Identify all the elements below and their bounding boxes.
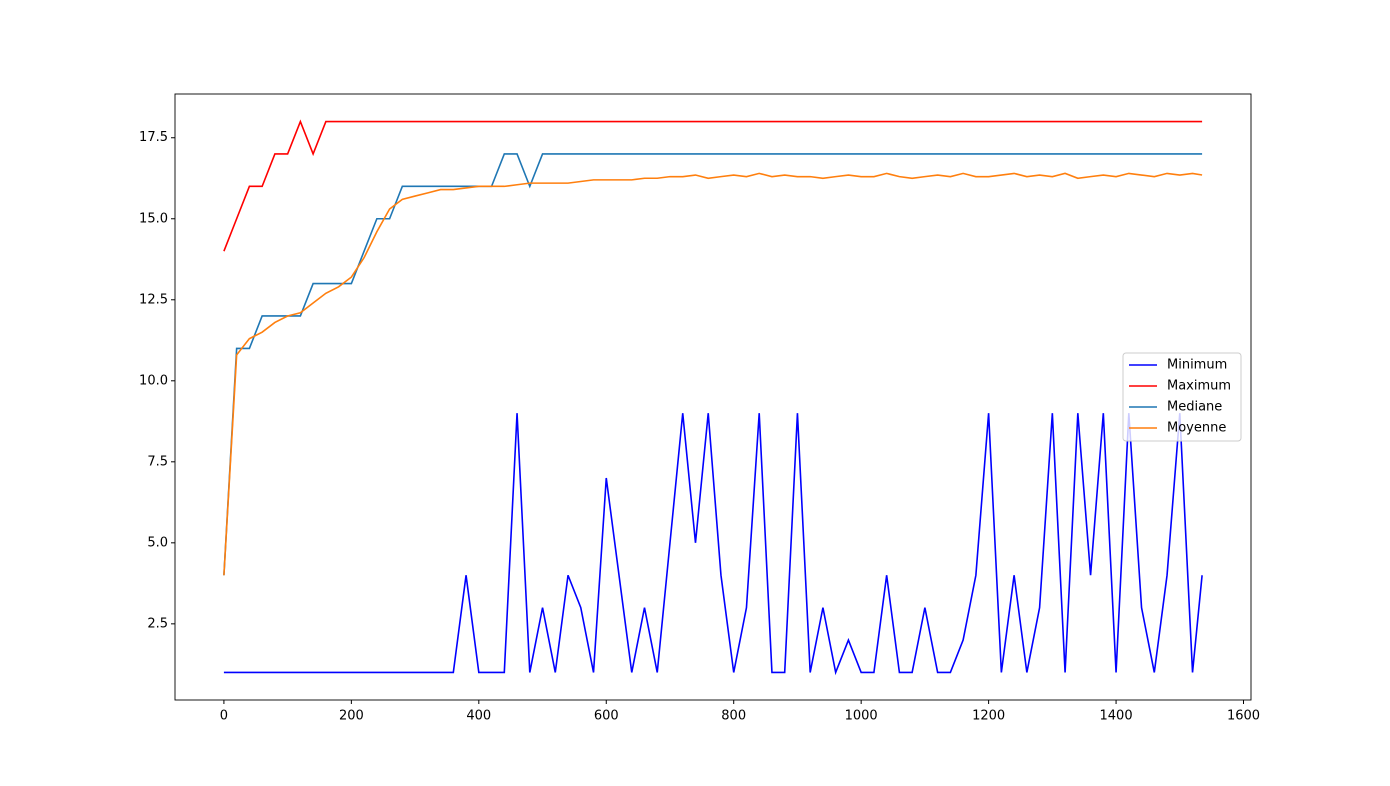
y-tick-label: 5.0 xyxy=(147,535,168,550)
series-line xyxy=(223,119,1203,252)
y-tick-label: 17.5 xyxy=(139,130,168,145)
x-tick-label: 1000 xyxy=(845,709,878,724)
legend-label: Maximum xyxy=(1167,379,1231,394)
x-tick-label: 200 xyxy=(339,709,364,724)
legend-box xyxy=(1122,352,1242,442)
x-tick-label: 400 xyxy=(466,709,491,724)
plot-frame xyxy=(174,93,1252,701)
y-tick-label: 2.5 xyxy=(147,616,168,631)
x-tick-label: 0 xyxy=(220,709,228,724)
x-tick-label: 1600 xyxy=(1227,709,1260,724)
y-tick-label: 15.0 xyxy=(139,211,168,226)
legend-label: Moyenne xyxy=(1167,421,1226,436)
x-tick-label: 800 xyxy=(721,709,746,724)
x-tick-label: 600 xyxy=(594,709,619,724)
legend-label: Minimum xyxy=(1167,358,1227,373)
legend-label: Mediane xyxy=(1167,400,1222,415)
series-line xyxy=(223,172,1203,576)
y-tick-label: 10.0 xyxy=(139,373,168,388)
y-tick-label: 7.5 xyxy=(147,454,168,469)
series-line xyxy=(223,413,1203,676)
series-line xyxy=(223,153,1203,576)
x-tick-label: 1200 xyxy=(972,709,1005,724)
y-tick-label: 12.5 xyxy=(139,292,168,307)
x-tick-label: 1400 xyxy=(1100,709,1133,724)
